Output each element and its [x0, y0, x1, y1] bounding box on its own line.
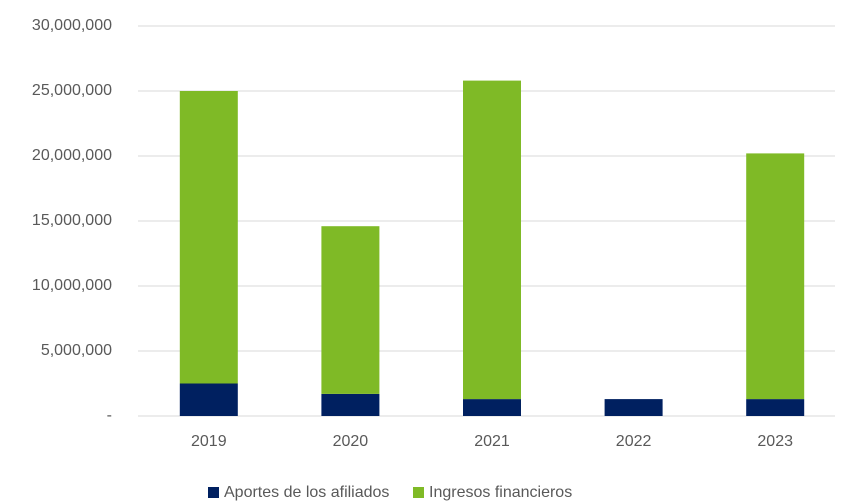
- bar-segment: [179, 91, 238, 384]
- y-tick-label: -: [107, 407, 112, 424]
- y-tick-label: 25,000,000: [32, 82, 112, 99]
- y-tick-label: 10,000,000: [32, 277, 112, 294]
- y-tick-label: 15,000,000: [32, 212, 112, 229]
- bar-segment: [321, 226, 380, 394]
- bar-segment: [321, 393, 380, 416]
- x-tick-label: 2022: [616, 433, 652, 450]
- legend-swatch: [208, 487, 219, 498]
- bar-segment: [463, 80, 521, 400]
- legend-label: Ingresos financieros: [429, 484, 572, 501]
- bar-segment: [746, 153, 805, 400]
- y-tick-label: 30,000,000: [32, 17, 112, 34]
- bar-segment: [179, 383, 238, 416]
- legend-swatch: [413, 487, 424, 498]
- bar-segment: [604, 399, 663, 416]
- y-tick-label: 20,000,000: [32, 147, 112, 164]
- x-tick-label: 2020: [333, 433, 369, 450]
- x-tick-label: 2021: [474, 433, 510, 450]
- x-tick-label: 2019: [191, 433, 227, 450]
- bar-segment: [746, 399, 805, 416]
- bar-segment: [463, 399, 521, 416]
- x-tick-label: 2023: [757, 433, 793, 450]
- y-tick-label: 5,000,000: [41, 342, 112, 359]
- legend-label: Aportes de los afiliados: [224, 484, 389, 501]
